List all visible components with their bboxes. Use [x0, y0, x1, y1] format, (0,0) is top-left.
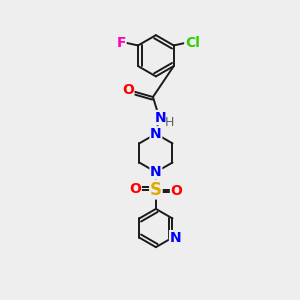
Text: O: O	[122, 82, 134, 97]
Text: F: F	[116, 35, 126, 50]
Text: N: N	[154, 111, 166, 124]
Text: O: O	[129, 182, 141, 196]
Text: Cl: Cl	[185, 35, 200, 50]
Text: S: S	[150, 181, 162, 199]
Text: N: N	[150, 127, 162, 141]
Text: H: H	[164, 116, 174, 129]
Text: N: N	[169, 231, 181, 244]
Text: O: O	[171, 184, 182, 198]
Text: N: N	[150, 165, 162, 179]
